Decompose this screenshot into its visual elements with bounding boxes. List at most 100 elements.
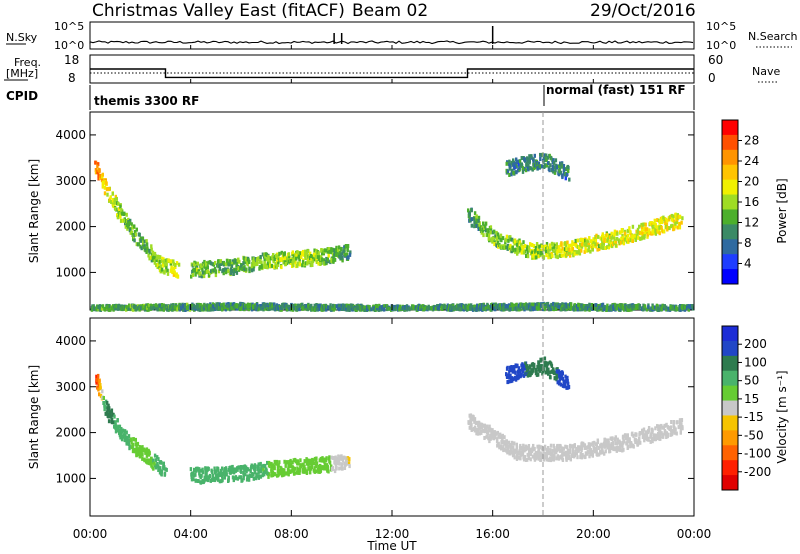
data-cell (537, 161, 541, 166)
data-cell (645, 307, 648, 312)
data-cell (298, 468, 302, 473)
data-cell (270, 263, 274, 268)
data-cell (119, 304, 122, 309)
data-cell (555, 377, 558, 382)
data-cell (554, 307, 558, 311)
data-cell (483, 436, 486, 440)
data-cell (334, 458, 337, 463)
data-cell (645, 227, 649, 232)
data-cell (602, 307, 605, 312)
data-cell (119, 435, 122, 440)
data-cell (267, 472, 271, 477)
data-cell (566, 445, 569, 450)
data-cell (119, 214, 122, 219)
data-cell (583, 249, 586, 254)
data-cell (553, 446, 556, 451)
data-cell (492, 430, 495, 435)
data-cell (271, 473, 275, 478)
data-cell (592, 243, 595, 248)
data-cell (581, 240, 585, 245)
nsky-tick-bottom-right: 10^0 (706, 39, 736, 52)
colorbar-tick-label: -50 (744, 428, 764, 442)
data-cell (592, 239, 595, 244)
data-cell (284, 262, 288, 266)
data-cell (292, 254, 296, 259)
colorbar-tick-label: 50 (744, 374, 759, 388)
data-cell (234, 476, 238, 481)
data-cell (521, 452, 525, 457)
data-cell (260, 464, 263, 469)
data-cell (310, 256, 313, 261)
data-cell (250, 268, 254, 273)
data-cell (518, 165, 521, 170)
data-cell (194, 266, 198, 271)
data-cell (670, 224, 673, 229)
y-tick-label: 3000 (55, 380, 86, 394)
data-cell (287, 252, 291, 257)
data-cell (588, 454, 591, 459)
data-cell (614, 441, 617, 446)
data-cell (592, 443, 595, 448)
data-cell (313, 456, 317, 461)
data-cell (157, 457, 160, 462)
data-cell (270, 473, 273, 478)
data-cell (592, 237, 595, 242)
data-cell (159, 466, 162, 471)
data-cell (157, 464, 160, 469)
data-cell (107, 403, 110, 408)
data-cell (637, 230, 640, 234)
data-cell (212, 476, 215, 481)
colorbar-cell (722, 385, 738, 402)
data-cell (532, 244, 536, 248)
data-cell (407, 306, 411, 311)
data-cell (320, 255, 323, 260)
data-cell (119, 204, 122, 209)
data-cell (517, 239, 520, 244)
data-cell (306, 251, 309, 256)
data-cell (493, 242, 496, 247)
data-cell (239, 475, 242, 480)
data-cell (528, 304, 531, 309)
data-cell (492, 432, 495, 437)
data-cell (125, 212, 128, 217)
data-cell (618, 444, 622, 449)
data-cell (101, 306, 104, 311)
data-cell (221, 268, 225, 273)
data-cell (124, 433, 127, 438)
data-cell (556, 380, 559, 385)
data-cell (198, 471, 201, 476)
data-cell (513, 369, 516, 374)
data-cell (303, 459, 306, 464)
data-cell (540, 367, 543, 372)
data-cell (258, 306, 261, 311)
data-cell (233, 269, 237, 274)
data-cell (477, 420, 481, 425)
data-cell (552, 371, 556, 376)
data-cell (534, 451, 538, 455)
nsky-tick-top: 10^5 (54, 20, 84, 33)
data-cell (434, 306, 437, 311)
data-cell (149, 303, 152, 308)
data-cell (660, 307, 663, 312)
data-cell (519, 443, 522, 448)
data-cell (137, 242, 140, 247)
data-cell (288, 464, 292, 468)
data-cell (622, 447, 625, 452)
data-cell (520, 250, 524, 255)
data-cell (293, 466, 297, 471)
data-cell (573, 443, 576, 448)
data-cell (293, 258, 296, 263)
data-cell (657, 426, 660, 431)
velocity-ylabel: Slant Range [km] (27, 365, 41, 469)
data-cell (334, 304, 337, 309)
data-cell (380, 305, 384, 310)
data-cell (641, 225, 644, 229)
data-cell (588, 450, 591, 454)
data-cell (220, 303, 223, 308)
data-cell (318, 306, 321, 311)
data-cell (568, 248, 571, 252)
data-cell (140, 246, 143, 251)
data-cell (505, 443, 508, 448)
data-cell (470, 415, 473, 420)
